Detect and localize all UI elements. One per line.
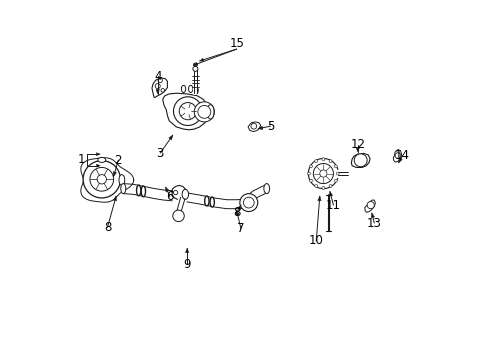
Polygon shape bbox=[168, 135, 172, 140]
Circle shape bbox=[353, 154, 366, 167]
Ellipse shape bbox=[121, 184, 125, 194]
Circle shape bbox=[314, 185, 317, 188]
Text: 1: 1 bbox=[77, 153, 84, 166]
Ellipse shape bbox=[193, 63, 197, 66]
Polygon shape bbox=[96, 164, 100, 167]
Circle shape bbox=[328, 185, 331, 188]
Polygon shape bbox=[398, 158, 402, 163]
Text: 13: 13 bbox=[366, 216, 381, 230]
Text: 4: 4 bbox=[154, 69, 161, 82]
Polygon shape bbox=[247, 122, 260, 132]
Polygon shape bbox=[113, 172, 116, 176]
Circle shape bbox=[173, 190, 178, 195]
Ellipse shape bbox=[206, 105, 214, 119]
Ellipse shape bbox=[210, 197, 214, 207]
Polygon shape bbox=[355, 148, 359, 152]
Polygon shape bbox=[172, 185, 185, 200]
Polygon shape bbox=[165, 187, 169, 192]
Circle shape bbox=[328, 160, 331, 163]
Circle shape bbox=[161, 89, 164, 92]
Text: 8: 8 bbox=[103, 221, 111, 234]
Polygon shape bbox=[81, 158, 133, 202]
Ellipse shape bbox=[181, 85, 185, 93]
Circle shape bbox=[307, 172, 310, 175]
Circle shape bbox=[250, 123, 256, 129]
Circle shape bbox=[334, 165, 337, 168]
Circle shape bbox=[239, 194, 257, 212]
Circle shape bbox=[173, 97, 202, 126]
Text: 9: 9 bbox=[183, 258, 190, 271]
Circle shape bbox=[83, 161, 120, 198]
Text: 12: 12 bbox=[349, 138, 365, 151]
Circle shape bbox=[155, 84, 160, 89]
Polygon shape bbox=[317, 196, 321, 201]
Circle shape bbox=[394, 153, 400, 158]
Polygon shape bbox=[236, 211, 239, 215]
Circle shape bbox=[172, 210, 184, 222]
Text: 5: 5 bbox=[266, 120, 273, 133]
Ellipse shape bbox=[136, 185, 141, 196]
Circle shape bbox=[192, 66, 198, 71]
Ellipse shape bbox=[188, 85, 192, 93]
Text: 15: 15 bbox=[229, 37, 244, 50]
Text: 3: 3 bbox=[156, 147, 163, 159]
Circle shape bbox=[321, 186, 324, 189]
Text: 11: 11 bbox=[325, 199, 340, 212]
Polygon shape bbox=[328, 192, 332, 196]
Polygon shape bbox=[156, 89, 159, 94]
Circle shape bbox=[321, 158, 324, 161]
Text: 6: 6 bbox=[166, 190, 173, 203]
Polygon shape bbox=[163, 93, 208, 130]
Text: 7: 7 bbox=[237, 222, 244, 235]
Circle shape bbox=[308, 158, 338, 189]
Ellipse shape bbox=[182, 189, 188, 199]
Ellipse shape bbox=[119, 175, 124, 185]
Polygon shape bbox=[185, 248, 188, 253]
Ellipse shape bbox=[194, 87, 198, 94]
Circle shape bbox=[309, 179, 312, 182]
Circle shape bbox=[179, 103, 196, 120]
Circle shape bbox=[158, 78, 162, 82]
Circle shape bbox=[336, 172, 339, 175]
Circle shape bbox=[309, 165, 312, 168]
Polygon shape bbox=[193, 63, 197, 65]
Text: 10: 10 bbox=[308, 234, 323, 247]
Ellipse shape bbox=[141, 186, 145, 197]
Circle shape bbox=[366, 202, 373, 209]
Polygon shape bbox=[351, 153, 369, 167]
Circle shape bbox=[314, 160, 317, 163]
Circle shape bbox=[334, 179, 337, 182]
Circle shape bbox=[97, 175, 106, 184]
Text: 2: 2 bbox=[114, 154, 122, 167]
Ellipse shape bbox=[204, 196, 208, 206]
Circle shape bbox=[90, 167, 113, 191]
Polygon shape bbox=[370, 213, 374, 218]
Polygon shape bbox=[237, 205, 241, 210]
Ellipse shape bbox=[264, 184, 269, 194]
Polygon shape bbox=[152, 78, 167, 98]
Text: 14: 14 bbox=[394, 149, 409, 162]
Polygon shape bbox=[199, 58, 203, 61]
Circle shape bbox=[319, 170, 326, 177]
Circle shape bbox=[313, 163, 333, 184]
Ellipse shape bbox=[98, 157, 105, 162]
Polygon shape bbox=[96, 153, 100, 156]
Polygon shape bbox=[392, 149, 401, 162]
Polygon shape bbox=[258, 126, 263, 130]
Text: 8: 8 bbox=[232, 207, 240, 220]
Circle shape bbox=[243, 197, 254, 208]
Circle shape bbox=[194, 102, 214, 122]
Polygon shape bbox=[113, 196, 116, 201]
Polygon shape bbox=[364, 200, 375, 212]
Circle shape bbox=[198, 105, 210, 118]
